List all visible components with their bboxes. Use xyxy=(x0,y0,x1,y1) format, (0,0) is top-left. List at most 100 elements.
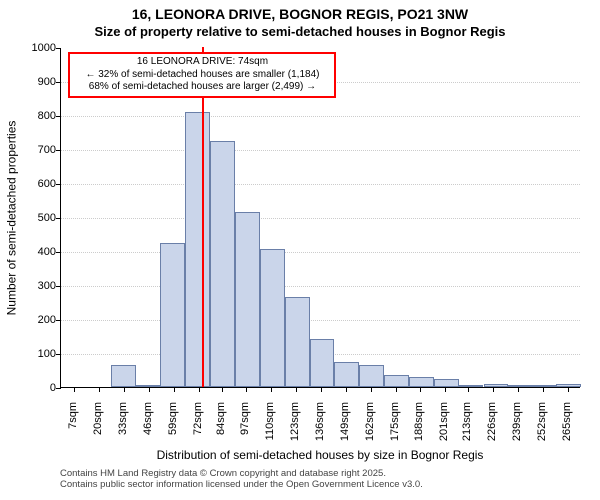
histogram-bar xyxy=(235,212,260,387)
y-tick-mark xyxy=(56,150,61,151)
grid-line xyxy=(61,286,580,287)
x-tick-label: 239sqm xyxy=(511,402,523,450)
x-tick-label: 149sqm xyxy=(339,402,351,450)
y-tick-mark xyxy=(56,286,61,287)
x-tick-mark xyxy=(371,387,372,392)
chart-title-line2: Size of property relative to semi-detach… xyxy=(0,24,600,39)
x-tick-mark xyxy=(296,387,297,392)
x-tick-mark xyxy=(445,387,446,392)
grid-line xyxy=(61,218,580,219)
footnote: Contains HM Land Registry data © Crown c… xyxy=(60,468,580,491)
grid-line xyxy=(61,252,580,253)
y-tick-mark xyxy=(56,354,61,355)
histogram-bar xyxy=(310,339,335,387)
x-tick-mark xyxy=(420,387,421,392)
y-tick-label: 900 xyxy=(6,76,56,88)
x-tick-mark xyxy=(246,387,247,392)
x-tick-label: 110sqm xyxy=(264,402,276,450)
y-tick-label: 500 xyxy=(6,212,56,224)
property-marker-line xyxy=(202,47,204,387)
y-tick-mark xyxy=(56,184,61,185)
y-tick-label: 700 xyxy=(6,144,56,156)
y-tick-label: 400 xyxy=(6,246,56,258)
chart-wrapper: 16, LEONORA DRIVE, BOGNOR REGIS, PO21 3N… xyxy=(0,0,600,500)
x-tick-mark xyxy=(568,387,569,392)
histogram-bar xyxy=(359,365,384,387)
y-tick-label: 800 xyxy=(6,110,56,122)
x-tick-mark xyxy=(74,387,75,392)
x-tick-label: 226sqm xyxy=(486,402,498,450)
y-tick-label: 200 xyxy=(6,314,56,326)
x-tick-label: 188sqm xyxy=(413,402,425,450)
x-tick-label: 7sqm xyxy=(67,402,79,450)
x-tick-mark xyxy=(124,387,125,392)
footnote-line2: Contains public sector information licen… xyxy=(60,479,580,490)
plot-area: 16 LEONORA DRIVE: 74sqm← 32% of semi-det… xyxy=(60,48,580,388)
y-tick-mark xyxy=(56,388,61,389)
x-tick-label: 213sqm xyxy=(461,402,473,450)
y-tick-mark xyxy=(56,218,61,219)
x-tick-mark xyxy=(99,387,100,392)
x-tick-label: 59sqm xyxy=(167,402,179,450)
y-tick-mark xyxy=(56,82,61,83)
x-tick-label: 46sqm xyxy=(142,402,154,450)
chart-title-line1: 16, LEONORA DRIVE, BOGNOR REGIS, PO21 3N… xyxy=(0,6,600,22)
x-tick-mark xyxy=(271,387,272,392)
x-tick-mark xyxy=(222,387,223,392)
y-tick-label: 600 xyxy=(6,178,56,190)
x-tick-label: 72sqm xyxy=(192,402,204,450)
y-tick-mark xyxy=(56,116,61,117)
histogram-bar xyxy=(508,385,533,387)
grid-line xyxy=(61,184,580,185)
histogram-bar xyxy=(484,384,509,387)
x-axis-label: Distribution of semi-detached houses by … xyxy=(60,448,580,462)
x-tick-label: 33sqm xyxy=(117,402,129,450)
x-tick-mark xyxy=(396,387,397,392)
x-tick-label: 252sqm xyxy=(536,402,548,450)
histogram-bar xyxy=(384,375,409,387)
histogram-bar xyxy=(409,377,434,387)
callout-line2: ← 32% of semi-detached houses are smalle… xyxy=(74,69,330,82)
x-tick-mark xyxy=(346,387,347,392)
y-tick-label: 1000 xyxy=(6,42,56,54)
x-tick-label: 265sqm xyxy=(561,402,573,450)
x-tick-label: 201sqm xyxy=(438,402,450,450)
histogram-bar xyxy=(459,385,484,387)
y-tick-label: 100 xyxy=(6,348,56,360)
x-tick-label: 84sqm xyxy=(215,402,227,450)
property-callout: 16 LEONORA DRIVE: 74sqm← 32% of semi-det… xyxy=(68,52,336,98)
x-tick-label: 123sqm xyxy=(289,402,301,450)
x-tick-mark xyxy=(199,387,200,392)
y-tick-label: 0 xyxy=(6,382,56,394)
x-tick-label: 175sqm xyxy=(389,402,401,450)
callout-line1: 16 LEONORA DRIVE: 74sqm xyxy=(74,56,330,69)
footnote-line1: Contains HM Land Registry data © Crown c… xyxy=(60,468,580,479)
x-tick-mark xyxy=(493,387,494,392)
histogram-bar xyxy=(434,379,459,388)
histogram-bar xyxy=(334,362,359,388)
y-tick-label: 300 xyxy=(6,280,56,292)
x-tick-mark xyxy=(543,387,544,392)
histogram-bar xyxy=(285,297,310,387)
histogram-bar xyxy=(160,243,185,388)
grid-line xyxy=(61,150,580,151)
histogram-bar xyxy=(260,249,285,387)
y-tick-mark xyxy=(56,48,61,49)
y-tick-mark xyxy=(56,320,61,321)
x-tick-label: 136sqm xyxy=(314,402,326,450)
histogram-bar xyxy=(185,112,210,387)
grid-line xyxy=(61,320,580,321)
x-tick-mark xyxy=(149,387,150,392)
callout-line3: 68% of semi-detached houses are larger (… xyxy=(74,81,330,94)
x-tick-mark xyxy=(468,387,469,392)
histogram-bar xyxy=(111,365,136,387)
x-tick-mark xyxy=(321,387,322,392)
x-tick-label: 20sqm xyxy=(92,402,104,450)
x-tick-label: 97sqm xyxy=(239,402,251,450)
histogram-bar xyxy=(533,385,558,387)
grid-line xyxy=(61,116,580,117)
x-tick-mark xyxy=(518,387,519,392)
x-tick-label: 162sqm xyxy=(364,402,376,450)
y-tick-mark xyxy=(56,252,61,253)
x-tick-mark xyxy=(174,387,175,392)
